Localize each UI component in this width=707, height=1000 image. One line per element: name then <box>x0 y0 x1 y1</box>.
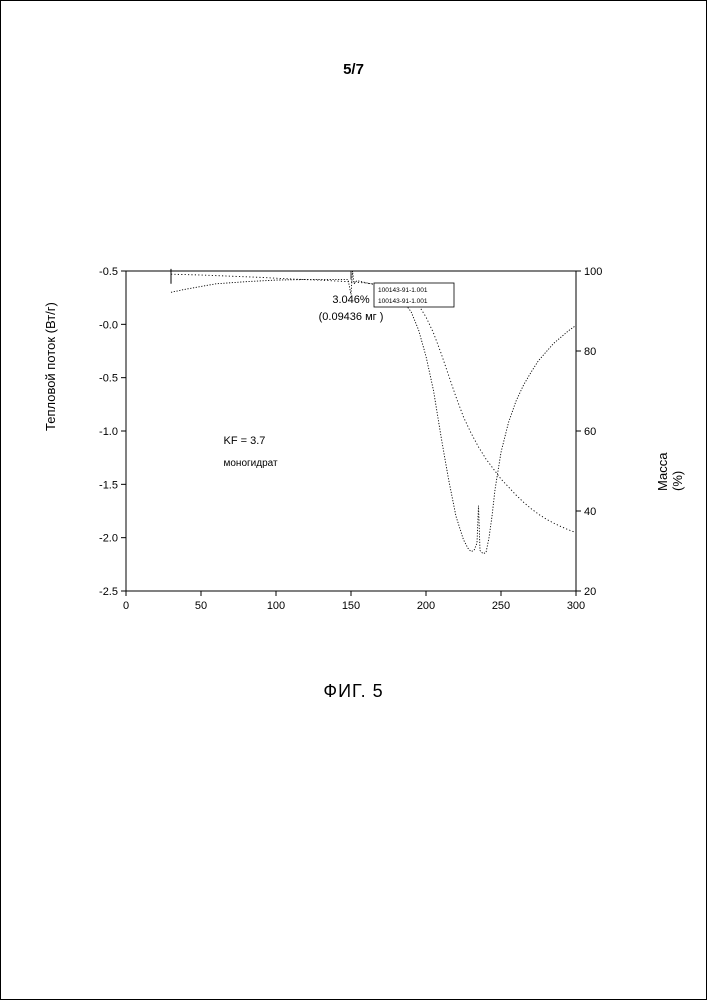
x-tick-label: 250 <box>492 600 510 612</box>
annotation: 3.046% <box>332 294 370 306</box>
y-right-tick-label: 80 <box>584 346 596 358</box>
x-tick-label: 300 <box>567 600 585 612</box>
y-left-tick-label: -0.5 <box>99 266 118 278</box>
annotation: моногидрат <box>224 458 278 469</box>
y-right-tick-label: 60 <box>584 426 596 438</box>
legend-item: 100143-91-1.001 <box>378 298 428 305</box>
y-left-tick-label: -1.0 <box>99 426 118 438</box>
chart-container: 0 50 100 150 200 250 300 -2.5 -2.0 -1.5 -1.0 -0.5 -0… <box>71 261 631 631</box>
y-left-tick-label: -0.5 <box>99 373 118 385</box>
y-left-tick-label: -0.0 <box>99 319 118 331</box>
x-tick-label: 50 <box>195 600 207 612</box>
annotation: (0.09436 мг ) <box>319 311 384 323</box>
x-tick-label: 200 <box>417 600 435 612</box>
y-left-tick-label: -2.5 <box>99 586 118 598</box>
page-number: 5/7 <box>1 61 706 78</box>
page-frame: 5/7 Тепловой поток (Вт/г) Масса (%) 0 50 1… <box>0 0 707 1000</box>
y-left-axis-label: Тепловой поток (Вт/г) <box>43 302 58 431</box>
x-tick-label: 150 <box>342 600 360 612</box>
chart-svg: 0 50 100 150 200 250 300 -2.5 -2.0 -1.5 -1.0 -0.5 -0… <box>71 261 631 631</box>
y-left-tick-label: -1.5 <box>99 479 118 491</box>
y-right-tick-label: 40 <box>584 506 596 518</box>
y-right-tick-label: 100 <box>584 266 602 278</box>
x-tick-label: 0 <box>123 600 129 612</box>
y-left-tick-label: -2.0 <box>99 533 118 545</box>
figure-caption: ФИГ. 5 <box>1 681 706 702</box>
x-tick-label: 100 <box>267 600 285 612</box>
y-right-axis-label: Масса (%) <box>655 440 685 491</box>
annotation: KF = 3.7 <box>224 435 266 447</box>
legend-item: 100143-91-1.001 <box>378 287 428 294</box>
y-right-tick-label: 20 <box>584 586 596 598</box>
